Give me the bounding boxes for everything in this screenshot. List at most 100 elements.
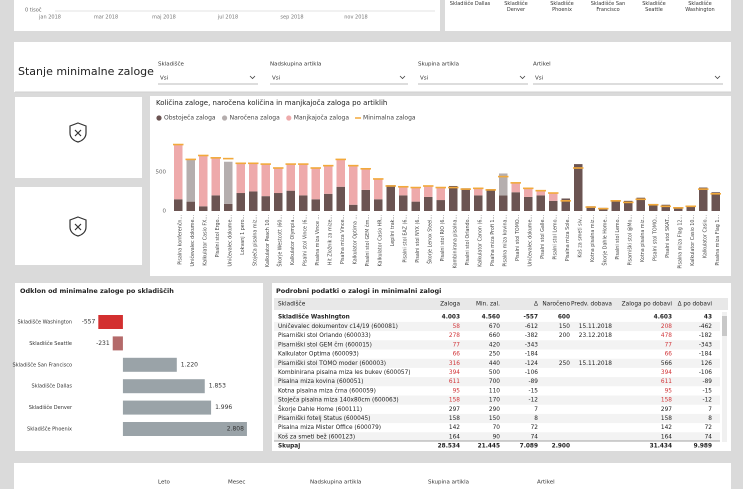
value-label: 1.996 (215, 404, 232, 411)
bar-segment (549, 193, 558, 201)
bar-segment (536, 195, 545, 211)
bar-segment (561, 198, 570, 211)
table-cell: 440 (489, 361, 500, 367)
table-cell: 250 (489, 352, 500, 358)
bar-segment (324, 165, 333, 194)
axis-label: 0 tisoč (25, 7, 42, 14)
table-cell: Stoječa pisalna miza 140x80cm (600063) (278, 397, 399, 404)
bar-segment (386, 185, 395, 211)
bar-segment (211, 157, 220, 196)
x-tick-label: Uničevalec dokume... (226, 215, 233, 267)
bar (122, 357, 177, 372)
value-label: 1.220 (181, 361, 198, 368)
filter-label: Skupina artikla (428, 480, 469, 486)
y-tick-label: 0 (163, 209, 167, 215)
y-tick-label: Skladišče Seattle (29, 340, 72, 347)
table-cell: 8 (534, 416, 538, 422)
table-cell: 278 (449, 333, 460, 339)
table-cell: 600 (558, 315, 570, 321)
x-tick-label: Hit Zložnik za mize... (326, 215, 333, 265)
bar-segment (374, 178, 383, 200)
scrollbar-thumb[interactable] (722, 316, 727, 336)
x-tick-label: Pisalni stol SKAT... (665, 215, 671, 258)
table-cell: 478 (661, 333, 672, 339)
table-cell: 74 (705, 434, 713, 440)
bar-segment (636, 197, 645, 211)
table-cell: -12 (703, 398, 713, 404)
bar-segment (411, 201, 420, 211)
month-label: jul 2018 (217, 15, 238, 21)
top-left-card (14, 0, 440, 31)
month-label: sep 2018 (280, 15, 303, 21)
bar (112, 336, 123, 351)
table-cell: 164 (661, 434, 672, 440)
bar-segment (486, 189, 495, 211)
table-cell: Pisalna miza Mister Office (600079) (278, 425, 381, 431)
table-cell: 660 (489, 333, 500, 339)
x-tick-label: Pisalni stol Lemo... (552, 215, 558, 260)
table-cell: Kombinirana pisalna miza les bukev (6000… (278, 370, 411, 376)
column-header: Skladišče (278, 301, 306, 308)
table-cell: 2.900 (552, 444, 570, 450)
bar-segment (574, 164, 583, 211)
column-header: Min. zal. (476, 302, 500, 308)
x-tick-label: Koš za smeti siv... (576, 215, 583, 258)
table-cell: 7 (708, 407, 712, 413)
x-tick-label: Stoječa pisalna miz... (251, 215, 258, 266)
table-cell: 31.434 (650, 444, 672, 450)
legend-swatch (286, 115, 292, 121)
table-cell: Pisarniški stol GEM črn (600015) (278, 341, 372, 348)
bar-segment (511, 182, 520, 193)
bar-segment (524, 196, 533, 211)
filter-value: Vsi (160, 76, 169, 82)
legend-swatch (221, 115, 228, 121)
top-right-card (445, 0, 731, 31)
bar-segment (186, 201, 195, 211)
table-cell: 150 (489, 416, 500, 422)
table-cell: Škorje Dahle Home (600111) (278, 406, 362, 413)
kpi-card (15, 97, 142, 178)
x-tick-label: Pisalni stol Vince (6... (302, 215, 308, 266)
bar (122, 400, 212, 415)
x-tick-label: Škorje Westcott (60... (276, 215, 283, 267)
bar-segment (686, 205, 695, 211)
table-cell: 8 (708, 416, 712, 422)
bar-segment (461, 188, 470, 211)
x-tick-label: Kotna pisalna miz... (640, 215, 646, 262)
column-header: Skladišče Dallas (449, 1, 491, 7)
dropdown-chevron (249, 75, 256, 80)
bar (98, 315, 123, 329)
dropdown-chevron (714, 75, 721, 80)
stock-chart-card (150, 96, 731, 276)
bar-segment (224, 203, 233, 211)
bar-segment (199, 206, 208, 211)
dropdown-chevron (519, 75, 526, 80)
x-tick-label: Kalkulator Casio HR... (377, 215, 383, 267)
filter-label: Mesec (228, 480, 245, 486)
bottom-card (14, 463, 731, 489)
table-cell: -612 (525, 324, 538, 330)
table-cell: 566 (661, 361, 672, 367)
value-label: -231 (96, 340, 110, 347)
table-cell: 7 (534, 407, 538, 413)
bar-segment (361, 168, 370, 190)
table-cell: 15.11.2018 (579, 324, 613, 330)
bar-segment (674, 207, 683, 211)
table-cell: -106 (525, 370, 538, 376)
table-cell: 142 (661, 425, 672, 431)
table-cell: 66 (665, 352, 673, 358)
x-tick-label: Pisalna miza Vince ... (315, 215, 321, 266)
bar-segment (499, 195, 508, 211)
table-cell: 164 (449, 434, 460, 440)
table-cell: 150 (559, 324, 570, 330)
bar-segment (311, 199, 320, 211)
x-tick-label: Kalkulator Olympia... (290, 215, 296, 265)
x-tick-label: Kalkulator Casio 10... (690, 215, 696, 266)
x-tick-label: Pisalni stol EAZ (6... (402, 215, 408, 263)
x-tick-label: Pisalni stol Lemo... (615, 215, 621, 260)
bar-segment (286, 164, 295, 191)
legend-swatch (156, 115, 162, 121)
scrollbar[interactable] (722, 312, 727, 442)
table-cell: 58 (453, 324, 461, 330)
